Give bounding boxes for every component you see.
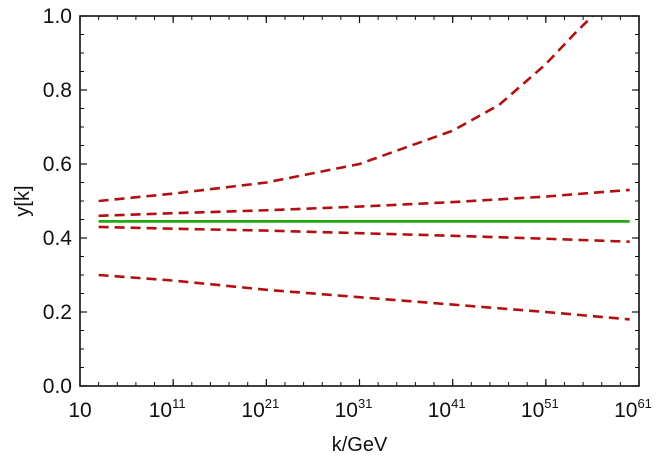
x-tick-label: 1031 [335, 396, 373, 422]
y-axis: 0.0 0.2 0.4 0.6 0.8 1.0 [43, 5, 639, 398]
x-tick-label: 10 [68, 399, 91, 422]
y-tick-label: 0.2 [43, 301, 72, 324]
plot-frame [79, 15, 640, 387]
x-tick-label: 1061 [614, 396, 652, 422]
y-tick-label: 0.6 [43, 153, 72, 176]
x-axis-label: k/GeV [332, 434, 388, 456]
series-layer [98, 16, 630, 321]
x-tick-label: 1011 [149, 396, 186, 422]
y-tick-label: 0.4 [43, 227, 73, 250]
series-line-2 [98, 188, 630, 218]
y-tick-label: 0.8 [43, 79, 72, 102]
y-tick-label: 1.0 [43, 5, 72, 28]
series-line-4 [98, 225, 630, 243]
x-tick-label: 1021 [241, 396, 279, 422]
series-line-5 [98, 273, 630, 321]
x-axis: 10 1011 1021 1031 1041 1051 1061 [68, 16, 652, 422]
x-tick-label: 1051 [521, 396, 559, 422]
series-line-1 [98, 16, 594, 203]
y-axis-label: y[k] [12, 185, 34, 216]
y-tick-label: 0.0 [43, 375, 72, 398]
x-tick-label: 1041 [428, 396, 466, 422]
